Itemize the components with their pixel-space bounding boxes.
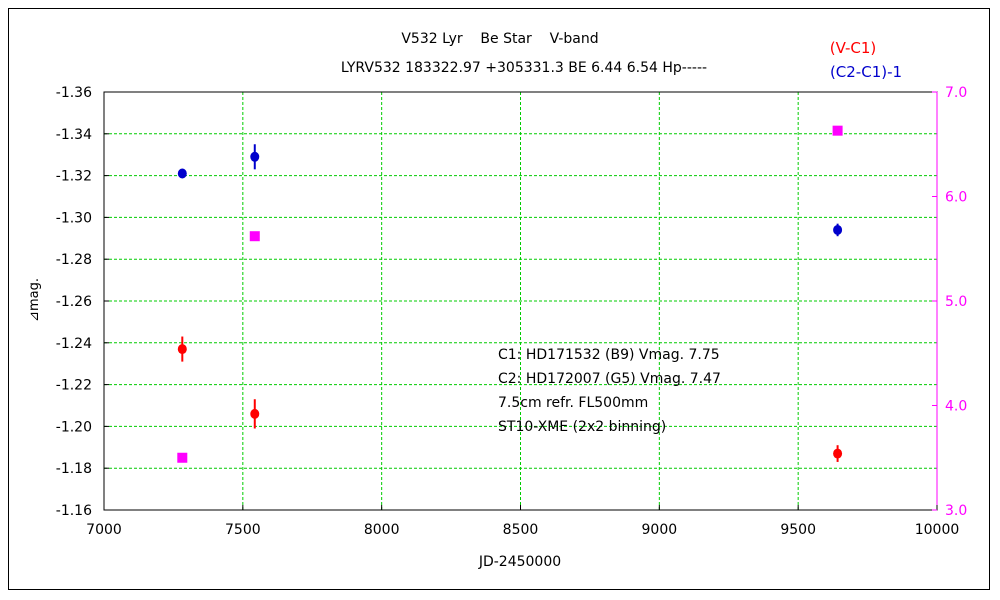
y-tick-label-left: -1.32	[56, 169, 92, 185]
y-axis-label: ⊿mag.	[27, 278, 42, 322]
data-point-square	[249, 231, 260, 242]
y-tick-label-right: 4.0	[945, 399, 967, 415]
annotation-comp1: C1: HD171532 (B9) Vmag. 7.75	[498, 347, 720, 363]
x-tick-label: 9500	[780, 522, 816, 538]
chart-subtitle: LYRV532 183322.97 +305331.3 BE 6.44 6.54…	[341, 60, 707, 76]
annotation-block: C1: HD171532 (B9) Vmag. 7.75 C2: HD17200…	[498, 347, 721, 435]
x-tick-label: 8000	[364, 522, 400, 538]
legend-label-v-c1: (V-C1)	[830, 39, 877, 57]
data-point-square	[177, 452, 188, 463]
data-point-circle	[177, 344, 187, 355]
y-tick-label-left: -1.18	[56, 461, 92, 477]
y-tick-label-right: 3.0	[945, 503, 967, 519]
y-tick-label-left: -1.16	[56, 503, 92, 519]
y-tick-label-left: -1.30	[56, 210, 92, 226]
chart-frame	[8, 8, 990, 590]
x-axis-label: JD-2450000	[478, 554, 561, 570]
y-tick-label-left: -1.26	[56, 294, 92, 310]
y-tick-label-left: -1.34	[56, 127, 92, 143]
y-tick-label-right: 6.0	[945, 190, 967, 206]
y-tick-label-right: 7.0	[945, 85, 967, 101]
legend-label-c2-c1: (C2-C1)-1	[830, 63, 902, 81]
tick-labels: 7000 7500 8000 8500 9000 9500 10000 -1.36 -1.34 -…	[56, 85, 968, 538]
annotation-camera: ST10-XME (2x2 binning)	[498, 419, 666, 435]
annotation-telescope: 7.5cm refr. FL500mm	[498, 395, 648, 411]
grid-lines	[104, 92, 937, 510]
x-tick-label: 7500	[225, 522, 261, 538]
x-tick-label: 7000	[86, 522, 122, 538]
data-point-circle	[250, 151, 260, 162]
annotation-comp2: C2: HD172007 (G5) Vmag. 7.47	[498, 371, 721, 387]
y-tick-label-left: -1.24	[56, 336, 92, 352]
x-tick-label: 8500	[503, 522, 539, 538]
chart-title: V532 Lyr Be Star V-band	[401, 31, 598, 47]
y-tick-label-left: -1.36	[56, 85, 92, 101]
x-tick-label: 10000	[915, 522, 960, 538]
tick-marks	[103, 91, 938, 511]
data-point-circle	[177, 168, 187, 179]
data-point-circle	[833, 224, 843, 235]
data-point-circle	[250, 408, 260, 419]
x-tick-label: 9000	[642, 522, 678, 538]
data-marks	[177, 125, 843, 463]
data-point-circle	[833, 448, 843, 459]
y-tick-label-left: -1.28	[56, 252, 92, 268]
y-tick-label-left: -1.20	[56, 419, 92, 435]
data-point-square	[832, 125, 843, 136]
y-tick-label-left: -1.22	[56, 378, 92, 394]
y-tick-label-right: 5.0	[945, 294, 967, 310]
